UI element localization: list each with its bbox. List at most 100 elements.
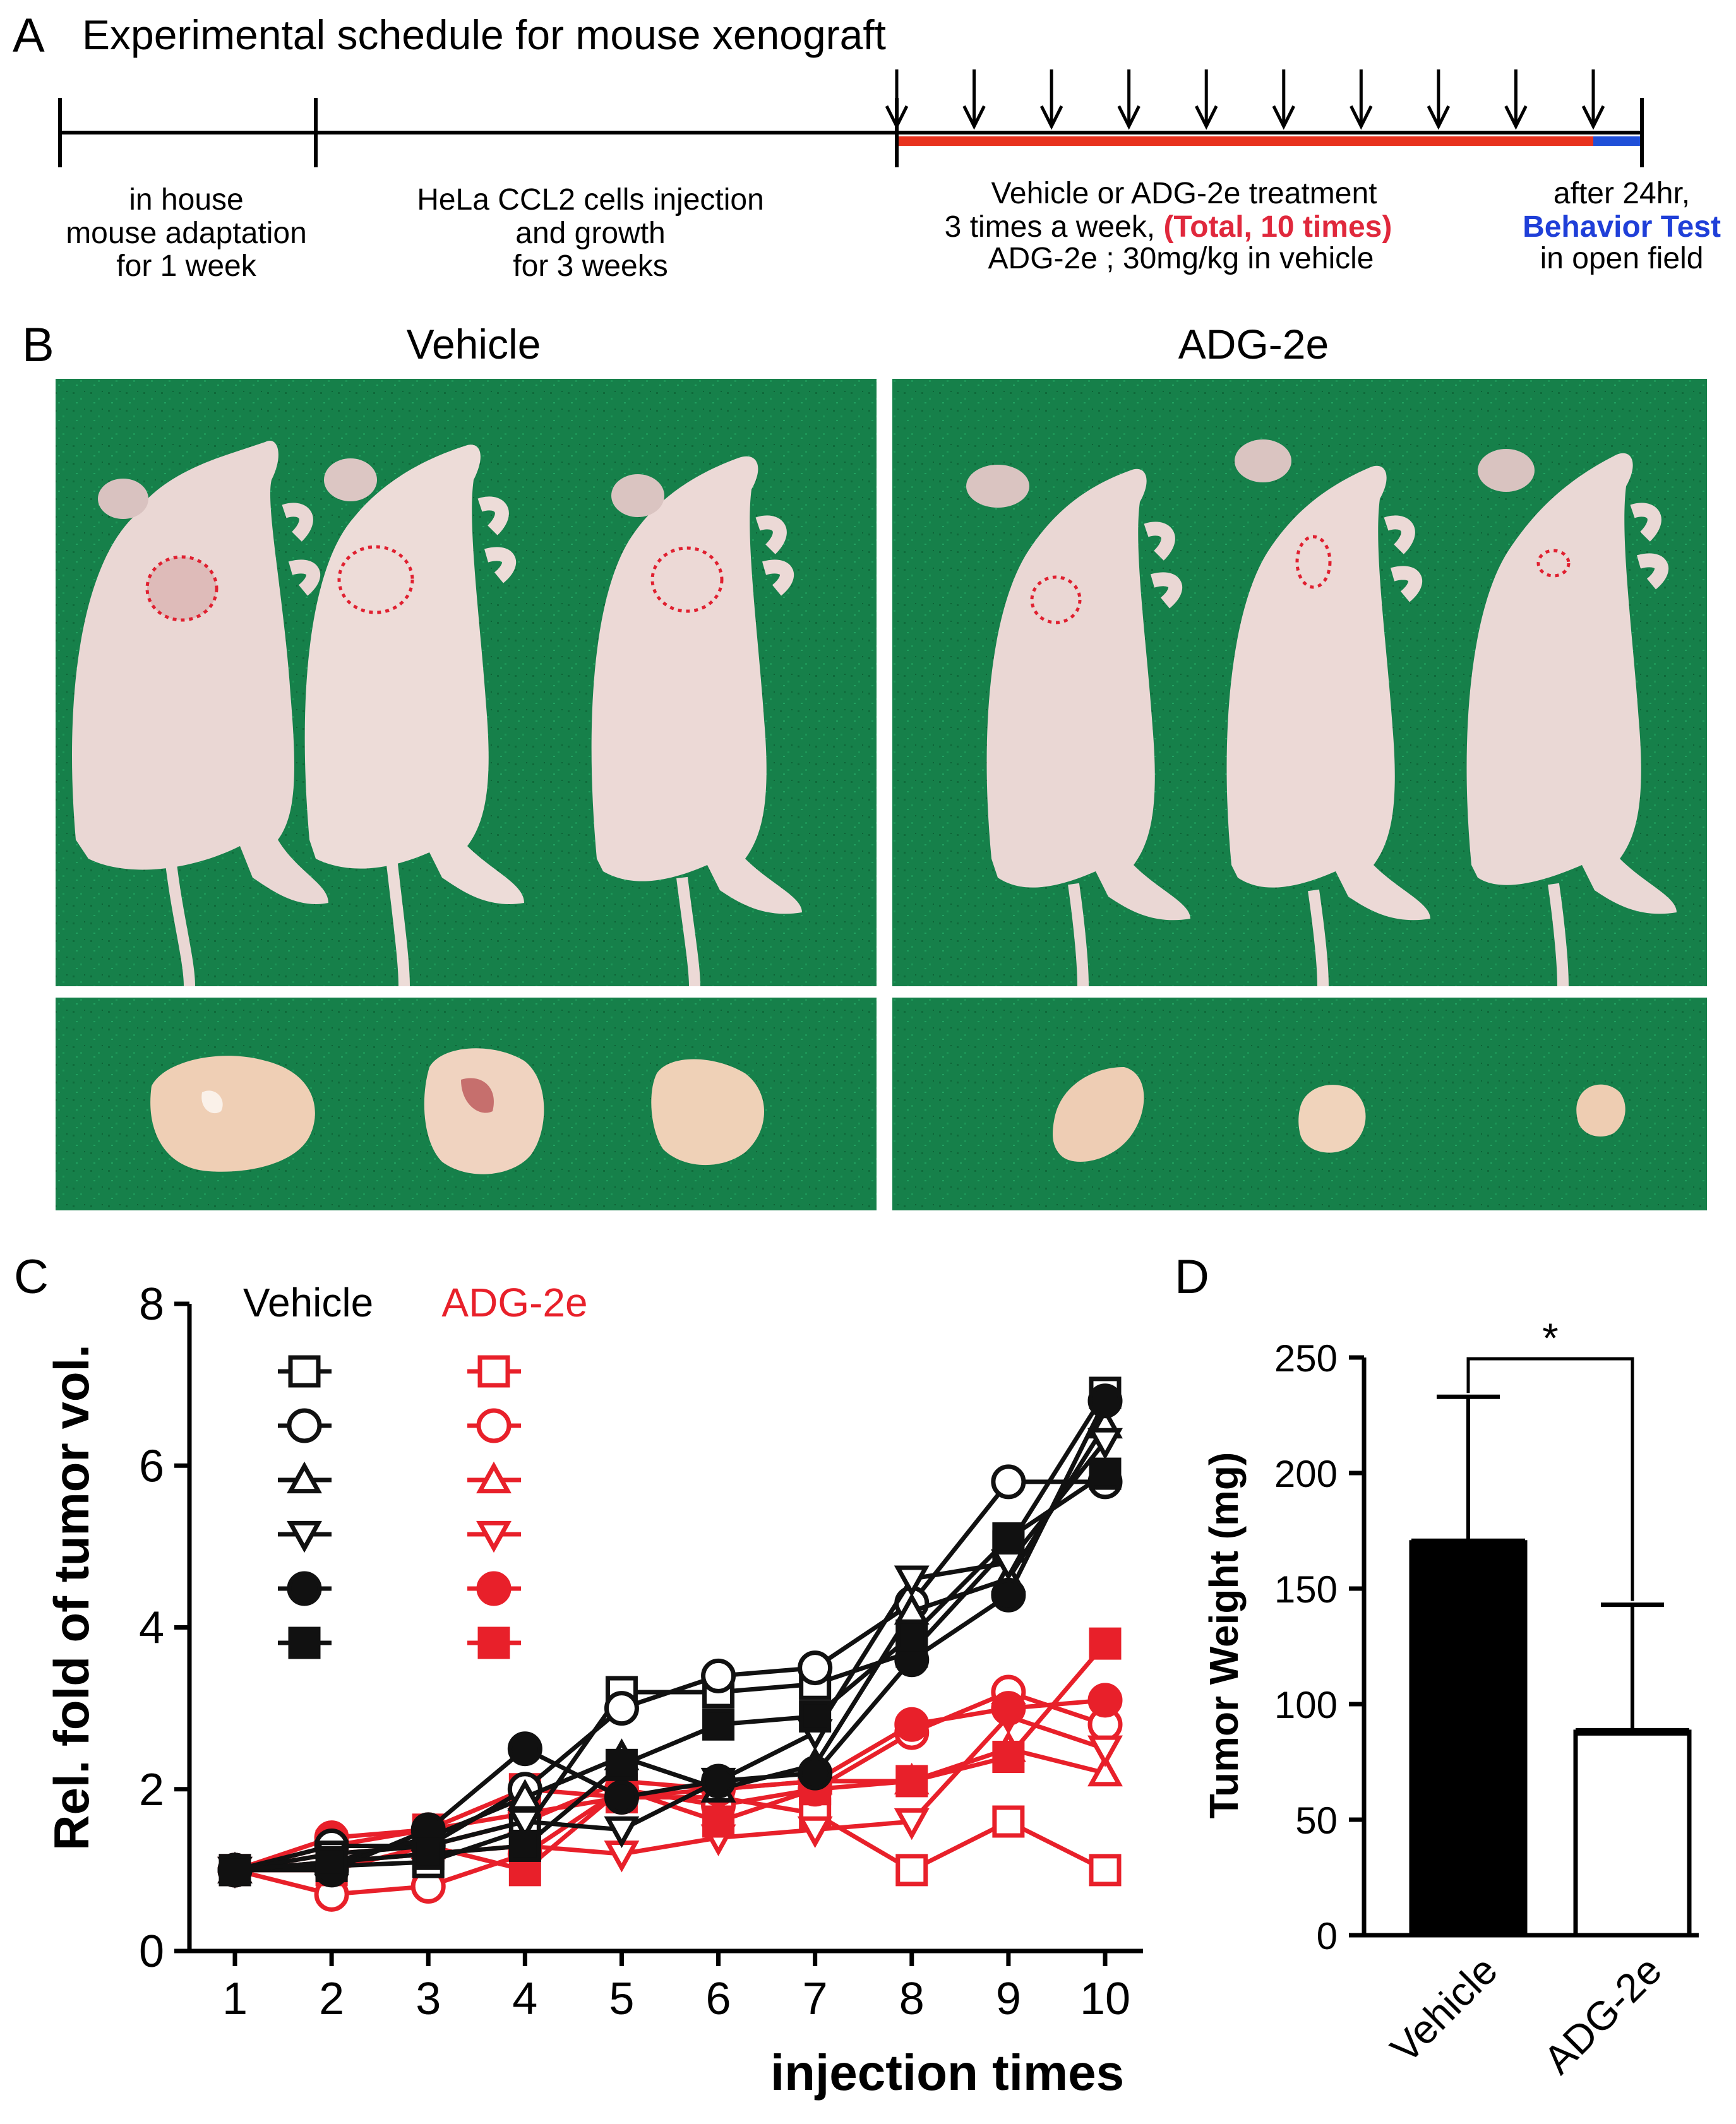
vehicle-mouse-1 [72,441,328,987]
panel-b-letter: B [22,318,54,372]
legend-marker [477,1355,510,1388]
injection-arrow [1039,69,1063,130]
bar-group-adg-2e: ADG-2e [1535,1602,1692,2082]
data-point [507,1731,542,1767]
x-tick-label: 4 [512,1974,537,2024]
series-vehicle-3 [217,1406,1123,1883]
treatment-line-1: Vehicle or ADG-2e treatment [991,177,1377,210]
injection-arrow [1194,69,1218,130]
data-point [992,1805,1025,1838]
bar-group-vehicle: Vehicle [1382,1394,1528,2072]
injection-line-2: and growth [515,217,666,250]
injection-arrow [1427,69,1451,130]
series-line [235,1400,1108,1873]
treatment-bar [899,136,1593,146]
data-point [604,1780,639,1815]
data-point [604,1816,640,1849]
data-point [798,1755,833,1791]
data-point [991,1577,1026,1613]
chart-d-axes: 0 50 100 150 200 250 [1274,1337,1699,1957]
series-line [234,1690,1106,1897]
y-tick-label: 6 [139,1441,164,1491]
series-line [234,1440,1107,1873]
vehicle-tumor-1 [150,1056,315,1172]
adg-photo-title: ADG-2e [1178,321,1329,367]
adg-mice-photo [892,379,1707,987]
treatment-label: Vehicle or ADG-2e treatment 3 times a we… [945,177,1392,275]
treatment-total-highlight: (Total, 10 times) [1163,210,1392,244]
x-category-label: Vehicle [1382,1947,1506,2072]
data-point [991,1464,1026,1500]
x-category-label: ADG-2e [1535,1947,1670,2082]
treatment-line-2: 3 times a week, (Total, 10 times) [945,210,1392,244]
panel-b: B Vehicle ADG-2e [22,318,1707,1210]
behavior-line-1: after 24hr, [1553,177,1690,210]
data-point [1087,1383,1123,1419]
legend-marker [476,1408,512,1443]
y-tick-label: 0 [139,1926,164,1977]
data-point [1087,1754,1123,1787]
panel-a: A Experimental schedule for mouse xenogr… [13,9,1721,283]
injection-line-3: for 3 weeks [513,249,667,283]
chart-c-xlabel: injection times [770,2044,1124,2101]
legend-adg-tri-down-open [467,1520,521,1553]
behavior-label: after 24hr, Behavior Test in open field [1523,177,1721,275]
injection-label: HeLa CCL2 cells injection and growth for… [417,183,764,283]
data-point [702,1708,735,1741]
injection-arrows [885,69,1605,130]
data-point [701,1763,736,1799]
vehicle-photo-title: Vehicle [407,321,541,367]
panel-c-letter: C [14,1250,49,1304]
behavior-bar [1593,136,1640,146]
legend-marker [287,1408,322,1443]
data-point [797,1816,833,1849]
y-tick-label: 8 [139,1279,164,1330]
adaptation-line-2: mouse adaptation [66,217,307,250]
x-tick-label: 2 [319,1974,344,2024]
legend-vehicle-square-filled [278,1626,332,1659]
data-point [895,1765,928,1798]
x-tick-label: 1 [222,1974,248,2024]
legend-marker [476,1461,512,1494]
series-line [234,1472,1106,1873]
y-tick-label: 100 [1274,1684,1338,1726]
series-vehicle-2 [217,1464,1123,1888]
injection-arrow [1117,69,1140,130]
significance-bracket: * [1466,1315,1634,1601]
legend-vehicle-triangle-open [278,1461,332,1494]
adaptation-line-3: for 1 week [116,249,256,283]
y-tick-label: 250 [1274,1337,1338,1380]
x-tick-label: 10 [1080,1974,1130,2024]
vehicle-tumor-circle-2 [337,545,414,614]
legend-marker [288,1355,321,1388]
data-point [799,1700,832,1733]
panel-a-letter: A [13,9,45,63]
significance-star: * [1542,1315,1559,1361]
adg-tumor-circle-3 [1536,549,1571,578]
bar [1573,1729,1692,1938]
legend-marker [287,1571,322,1606]
vehicle-tumor-circle-1 [145,555,218,622]
chart-d-ylabel: Tumor Weight (mg) [1201,1452,1247,1819]
series-vehicle-6 [218,1457,1122,1887]
y-tick-label: 2 [139,1765,164,1815]
data-point [702,1805,735,1838]
legend-header-adg: ADG-2e [441,1280,587,1325]
series-vehicle-1 [218,1376,1122,1887]
legend-adg-triangle-open [467,1461,521,1494]
legend-marker [476,1520,512,1553]
x-tick-label: 3 [416,1974,441,2024]
vehicle-mice-photo [56,379,877,987]
series-line [234,1479,1105,1873]
injection-arrow [885,69,909,130]
legend-marker [477,1626,510,1659]
data-point [894,1808,930,1841]
bracket-line [1466,1357,1634,1601]
data-point [508,1829,541,1862]
legend-adg-square-open [467,1355,521,1388]
adaptation-label: in house mouse adaptation for 1 week [66,183,307,283]
adg-tumor-2 [1298,1085,1366,1153]
legend-marker [476,1571,512,1606]
adg-tumors-photo [892,998,1707,1210]
x-tick-label: 8 [899,1974,925,2024]
